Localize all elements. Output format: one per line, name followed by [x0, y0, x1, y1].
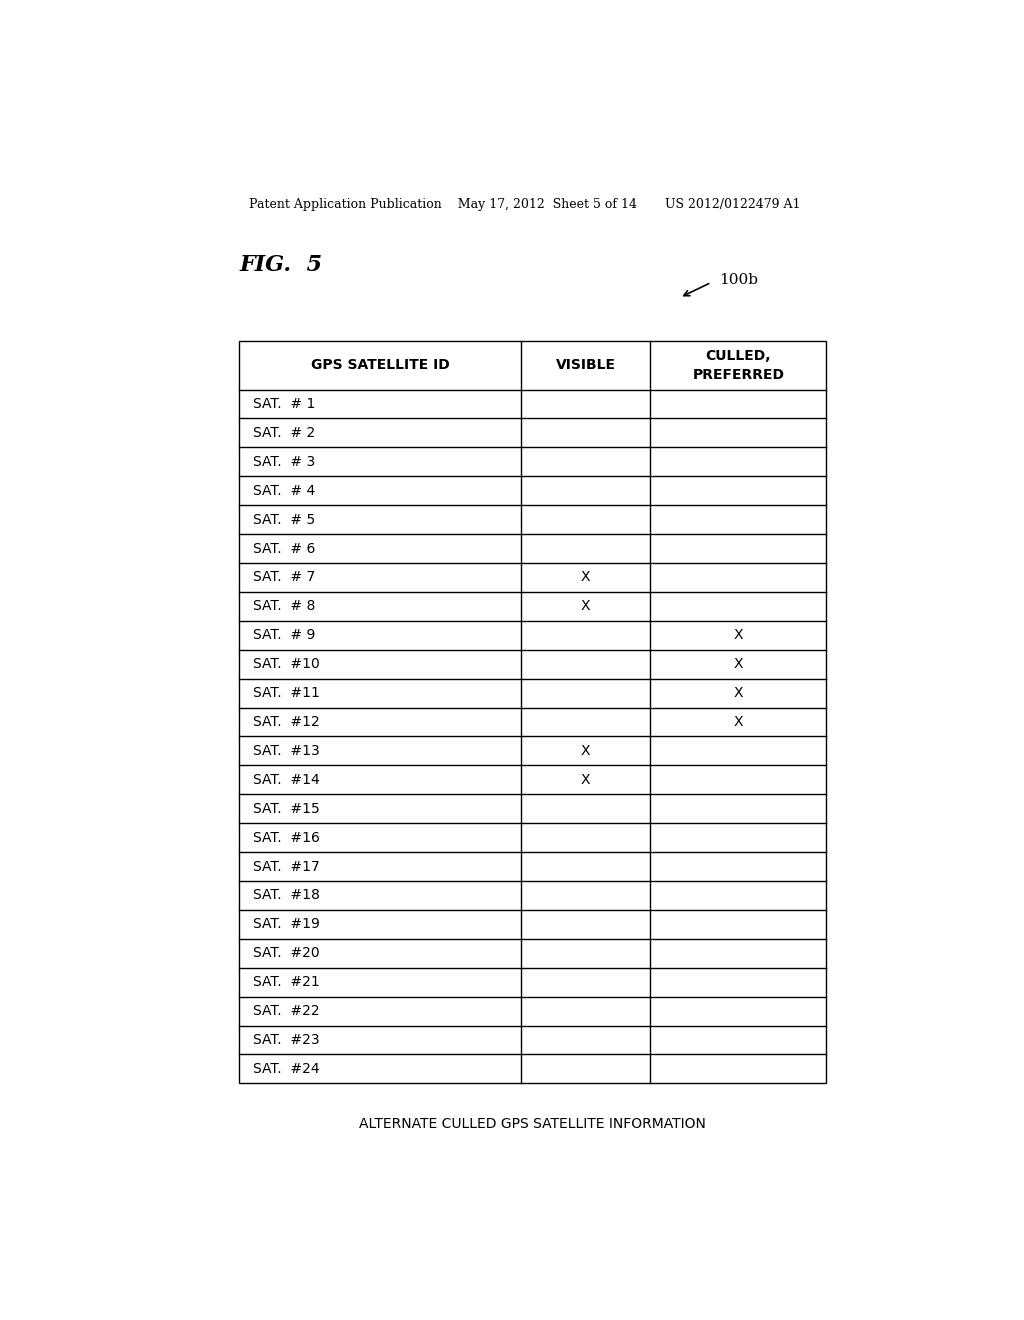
- Text: CULLED,
PREFERRED: CULLED, PREFERRED: [692, 350, 784, 381]
- Text: SAT.  #24: SAT. #24: [253, 1061, 321, 1076]
- Text: X: X: [581, 570, 591, 585]
- Text: SAT.  #16: SAT. #16: [253, 830, 321, 845]
- Text: FIG.  5: FIG. 5: [240, 255, 323, 276]
- Text: SAT.  #13: SAT. #13: [253, 744, 321, 758]
- Text: X: X: [733, 715, 743, 729]
- Text: 100b: 100b: [719, 273, 758, 288]
- Text: X: X: [733, 657, 743, 671]
- Text: SAT.  #15: SAT. #15: [253, 801, 321, 816]
- Text: SAT.  #10: SAT. #10: [253, 657, 321, 671]
- Text: SAT.  #23: SAT. #23: [253, 1034, 321, 1047]
- Bar: [240, 342, 826, 1084]
- Text: SAT.  # 4: SAT. # 4: [253, 483, 315, 498]
- Text: X: X: [733, 628, 743, 643]
- Text: ALTERNATE CULLED GPS SATELLITE INFORMATION: ALTERNATE CULLED GPS SATELLITE INFORMATI…: [359, 1117, 707, 1131]
- Text: SAT.  #22: SAT. #22: [253, 1005, 321, 1018]
- Text: SAT.  #21: SAT. #21: [253, 975, 321, 989]
- Text: Patent Application Publication    May 17, 2012  Sheet 5 of 14       US 2012/0122: Patent Application Publication May 17, 2…: [249, 198, 801, 211]
- Text: SAT.  # 7: SAT. # 7: [253, 570, 315, 585]
- Text: VISIBLE: VISIBLE: [556, 359, 615, 372]
- Text: X: X: [733, 686, 743, 700]
- Text: X: X: [581, 744, 591, 758]
- Text: SAT.  # 1: SAT. # 1: [253, 397, 315, 411]
- Text: SAT.  # 8: SAT. # 8: [253, 599, 315, 614]
- Text: X: X: [581, 599, 591, 614]
- Text: SAT.  # 3: SAT. # 3: [253, 455, 315, 469]
- Text: SAT.  #17: SAT. #17: [253, 859, 321, 874]
- Text: X: X: [581, 772, 591, 787]
- Text: SAT.  #11: SAT. #11: [253, 686, 321, 700]
- Text: SAT.  #12: SAT. #12: [253, 715, 321, 729]
- Text: SAT.  # 6: SAT. # 6: [253, 541, 315, 556]
- Text: GPS SATELLITE ID: GPS SATELLITE ID: [310, 359, 450, 372]
- Text: SAT.  # 5: SAT. # 5: [253, 512, 315, 527]
- Text: SAT.  #19: SAT. #19: [253, 917, 321, 932]
- Text: SAT.  #18: SAT. #18: [253, 888, 321, 903]
- Text: SAT.  # 9: SAT. # 9: [253, 628, 315, 643]
- Text: SAT.  # 2: SAT. # 2: [253, 426, 315, 440]
- Text: SAT.  #14: SAT. #14: [253, 772, 321, 787]
- Text: SAT.  #20: SAT. #20: [253, 946, 321, 960]
